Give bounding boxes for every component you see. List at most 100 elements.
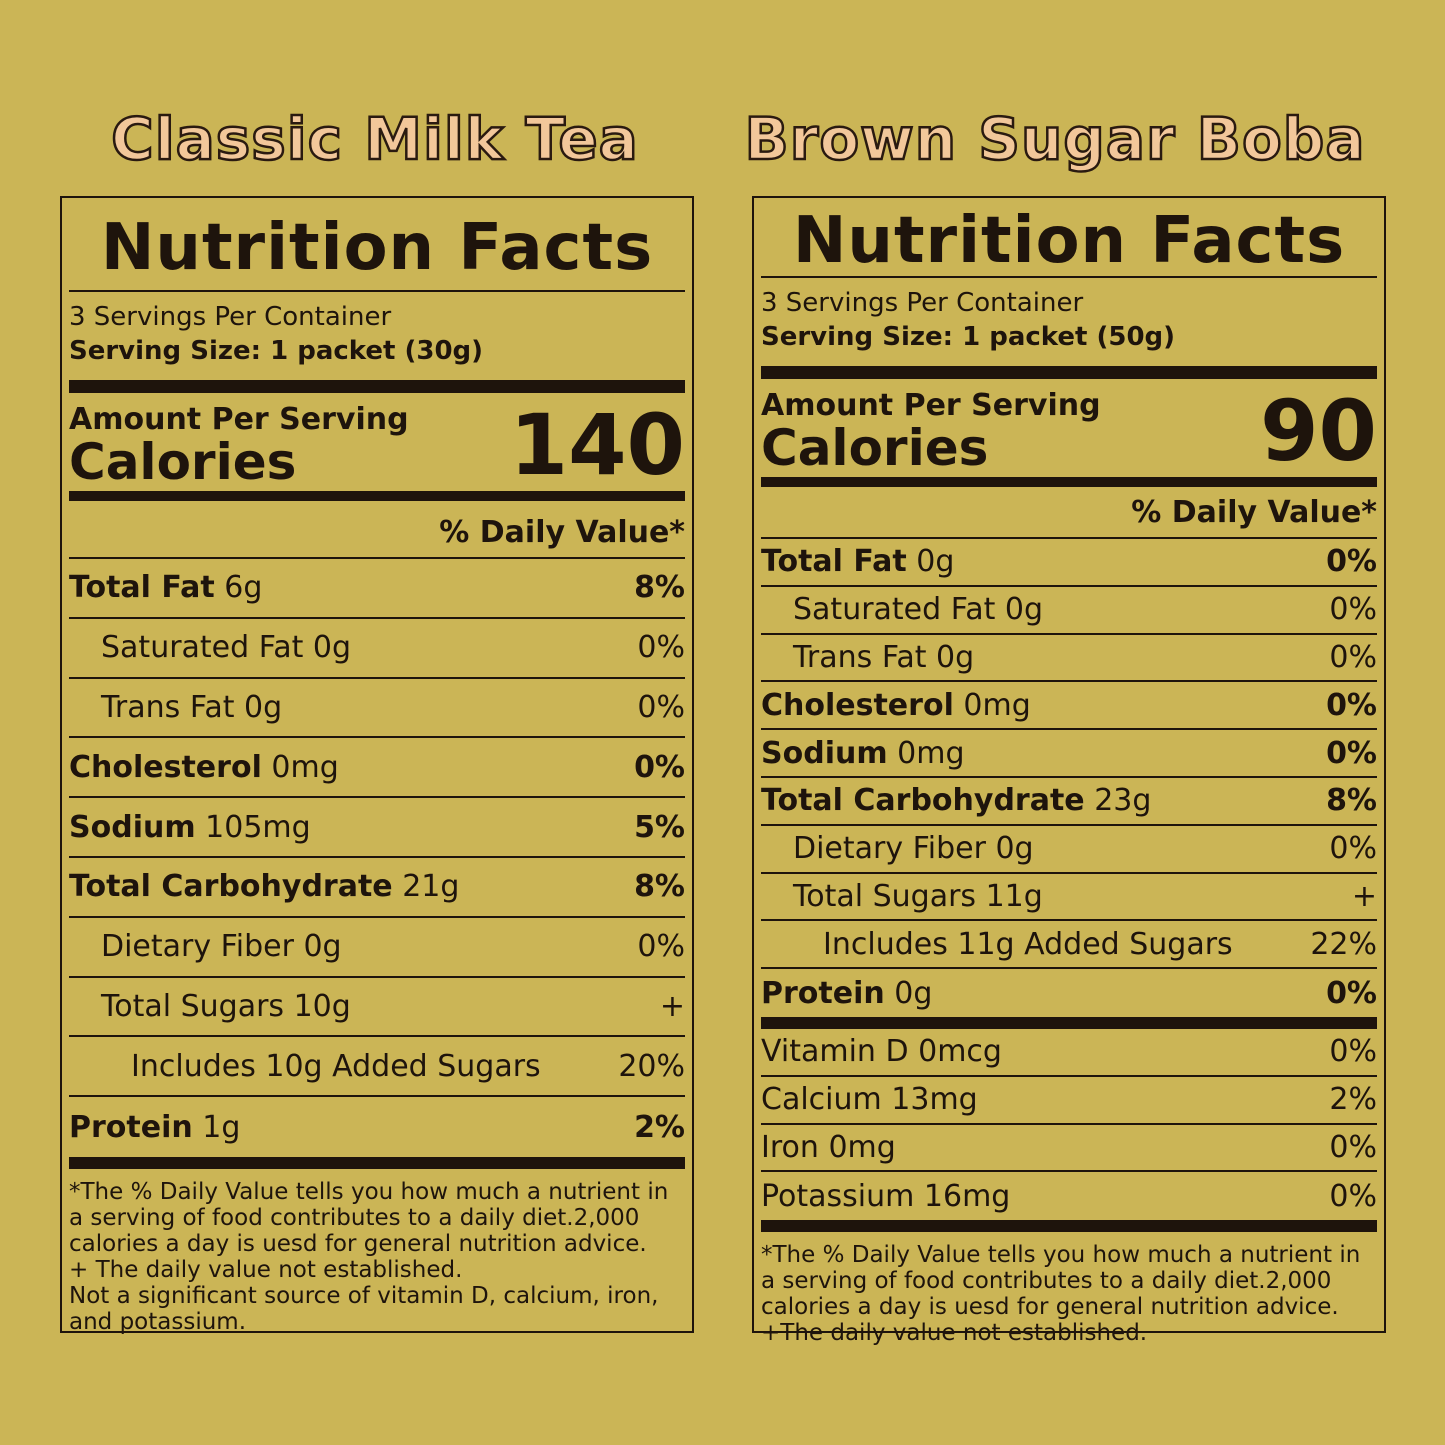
nutrient-label: Total Sugars 10g	[101, 989, 351, 1024]
nutrient-label: Cholesterol 0mg	[761, 688, 1031, 723]
nutrient-label: Trans Fat 0g	[793, 640, 974, 675]
nutrient-amount: 0g	[894, 975, 933, 1011]
nutrient-row: Total Sugars 10g +	[69, 978, 685, 1038]
nutrient-amount: 11g	[985, 878, 1043, 914]
nutrient-amount: 105mg	[205, 809, 311, 845]
nutrient-amount: 1g	[202, 1109, 241, 1145]
nutrient-amount: 0g	[1004, 592, 1044, 628]
nutrient-label: Total Carbohydrate 23g	[761, 783, 1151, 818]
servings-per-container: 3 Servings Per Container	[761, 288, 1084, 318]
vitamin-label: Vitamin D 0mcg	[761, 1034, 1002, 1069]
nutrient-label: Cholesterol 0mg	[69, 750, 339, 785]
nutrient-row: Dietary Fiber 0g 0%	[761, 826, 1377, 874]
nutrient-amount: 23g	[1094, 783, 1152, 819]
nutrient-daily-value: 0%	[1326, 687, 1377, 723]
nutrient-daily-value: 0%	[634, 749, 685, 785]
divider-thick	[761, 1220, 1377, 1233]
nutrient-daily-value: 0%	[1326, 735, 1377, 771]
divider-thick	[761, 366, 1377, 379]
nutrient-daily-value: 0%	[1326, 975, 1377, 1011]
nutrient-label: Includes 10g Added Sugars	[131, 1049, 541, 1084]
vitamin-daily-value: 2%	[1329, 1082, 1377, 1118]
nutrient-daily-value: 8%	[1326, 783, 1377, 819]
nutrient-row: Total Sugars 11g +	[761, 874, 1377, 922]
product-title: Classic Milk Tea	[110, 104, 639, 175]
nutrient-label: Total Carbohydrate 21g	[69, 869, 459, 904]
nutrient-name: Includes 11g Added Sugars	[823, 926, 1233, 962]
nutrient-row: Sodium 0mg 0%	[761, 730, 1377, 778]
nutrient-label: Total Fat 0g	[761, 544, 954, 579]
amount-per-serving-label: Amount Per Serving	[761, 388, 1101, 423]
calories-value: 90	[1260, 382, 1377, 480]
vitamin-row: Calcium 13mg 2%	[761, 1077, 1377, 1125]
nutrient-name: Saturated Fat	[101, 630, 304, 666]
product-title: Brown Sugar Boba	[743, 104, 1366, 175]
daily-value-header: % Daily Value*	[761, 487, 1377, 539]
nutrient-label: Protein 1g	[69, 1110, 240, 1145]
nutrient-name: Protein	[69, 1109, 193, 1145]
nutrient-amount: 0g	[244, 689, 283, 725]
vitamin-row: Iron 0mg 0%	[761, 1125, 1377, 1173]
divider-thick	[69, 491, 685, 501]
nutrient-name: Total Sugars	[101, 988, 285, 1024]
nutrient-daily-value: 0%	[1329, 592, 1377, 628]
divider-thick	[761, 1016, 1377, 1029]
nutrition-label-brown-sugar-boba: Nutrition Facts 3 Servings Per Container S…	[752, 196, 1386, 1346]
serving-info: 3 Servings Per Container Serving Size: 1 …	[69, 292, 685, 380]
nutrient-row: Protein 0g 0%	[761, 969, 1377, 1017]
vitamin-name: Potassium	[761, 1178, 915, 1214]
nutrient-amount: 0mg	[271, 749, 339, 785]
nutrient-name: Total Sugars	[793, 878, 977, 914]
vitamin-amount: 0mcg	[918, 1034, 1002, 1070]
nutrient-name: Total Fat	[761, 544, 907, 580]
vitamin-daily-value: 0%	[1329, 1034, 1377, 1070]
nutrient-daily-value: 22%	[1310, 926, 1377, 962]
nutrient-daily-value: 2%	[634, 1109, 685, 1145]
footnote-line: *The % Daily Value tells you how much a …	[761, 1242, 1361, 1321]
nutrient-daily-value: 0%	[637, 630, 685, 666]
vitamin-amount: 16mg	[923, 1178, 1011, 1214]
panel-heading: Nutrition Facts	[69, 198, 685, 292]
calories-value: 140	[509, 396, 685, 494]
nutrient-row: Total Carbohydrate 21g 8%	[69, 858, 685, 918]
nutrient-amount: 0g	[936, 639, 975, 675]
nutrient-amount: 21g	[402, 869, 460, 905]
calories-label: Calories	[69, 433, 297, 491]
nutrient-row: Saturated Fat 0g 0%	[69, 619, 685, 679]
nutrient-row: Total Fat 6g 8%	[69, 559, 685, 619]
serving-size: Serving Size: 1 packet (30g)	[69, 336, 484, 366]
nutrient-row: Cholesterol 0mg 0%	[761, 682, 1377, 731]
footnote-line: +The daily value not established.	[761, 1320, 1148, 1347]
nutrient-name: Total Carbohydrate	[761, 783, 1085, 819]
nutrient-row: Total Fat 0g 0%	[761, 539, 1377, 587]
amount-per-serving-label: Amount Per Serving	[69, 402, 409, 437]
nutrient-name: Sodium	[761, 735, 888, 771]
nutrient-amount: 0mg	[963, 687, 1031, 723]
serving-info: 3 Servings Per Container Serving Size: 1 …	[761, 278, 1377, 366]
calories-labels: Amount Per Serving Calories	[69, 402, 409, 487]
nutrient-daily-value: 20%	[618, 1048, 685, 1084]
divider-thick	[69, 1156, 685, 1169]
footnote-line: Not a significant source of vitamin D, c…	[69, 1282, 659, 1335]
vitamin-name: Vitamin D	[761, 1034, 909, 1070]
vitamin-name: Iron	[761, 1129, 819, 1165]
serving-size: Serving Size: 1 packet (50g)	[761, 322, 1176, 352]
footnote: *The % Daily Value tells you how much a …	[761, 1232, 1377, 1346]
nutrient-row: Saturated Fat 0g 0%	[761, 587, 1377, 635]
vitamin-daily-value: 0%	[1329, 1178, 1377, 1214]
divider-thick	[761, 477, 1377, 487]
vitamin-amount: 13mg	[891, 1082, 978, 1118]
servings-per-container: 3 Servings Per Container	[69, 302, 392, 332]
nutrient-label: Includes 11g Added Sugars	[823, 927, 1233, 962]
panel-heading: Nutrition Facts	[761, 198, 1377, 278]
nutrient-daily-value: 8%	[634, 570, 685, 606]
nutrient-label: Sodium 0mg	[761, 736, 965, 771]
vitamin-label: Calcium 13mg	[761, 1082, 978, 1117]
vitamin-name: Calcium	[761, 1082, 882, 1118]
divider-thick	[69, 380, 685, 393]
nutrient-name: Cholesterol	[69, 749, 262, 785]
nutrient-daily-value: 5%	[634, 809, 685, 845]
nutrient-row: Protein 1g 2%	[69, 1097, 685, 1157]
nutrient-name: Sodium	[69, 809, 196, 845]
nutrient-amount: 0g	[303, 929, 342, 965]
